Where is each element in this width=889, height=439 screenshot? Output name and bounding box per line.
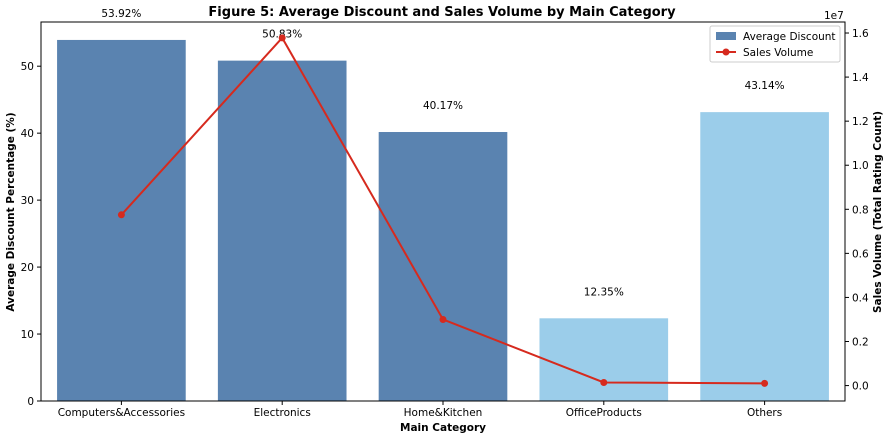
- x-tick-label-0: Computers&Accessories: [58, 407, 185, 419]
- y2-tick-label-7: 1.4: [852, 72, 869, 84]
- bar-3: [539, 318, 669, 401]
- sales-volume-point-3: [600, 378, 608, 386]
- y-tick-label-5: 50: [21, 61, 34, 73]
- bar-data-label-3: 12.35%: [584, 286, 624, 298]
- y2-tick-label-5: 1.0: [852, 160, 869, 172]
- y2-tick-label-8: 1.6: [852, 28, 869, 40]
- y2-tick-label-1: 0.2: [852, 337, 869, 349]
- sales-volume-point-1: [278, 34, 286, 42]
- y2-tick-label-6: 1.2: [852, 116, 869, 128]
- bar-0: [57, 39, 186, 401]
- y2-tick-label-4: 0.8: [852, 204, 869, 216]
- y-tick-label-0: 0: [27, 396, 34, 408]
- y-tick-label-2: 20: [21, 262, 34, 274]
- x-axis-label: Main Category: [400, 422, 486, 434]
- y-axis-right: 0.0 0.2 0.4 0.6 0.8 1.0 1.2 1.4 1.6: [845, 28, 869, 393]
- chart-title: Figure 5: Average Discount and Sales Vol…: [208, 5, 676, 20]
- y2-tick-label-0: 0.0: [852, 381, 869, 393]
- x-tick-label-3: OfficeProducts: [566, 407, 642, 419]
- bar-series-average-discount: [57, 39, 829, 402]
- sales-volume-point-4: [761, 379, 769, 387]
- line-series-sales-volume: [117, 34, 769, 387]
- bar-1: [217, 60, 347, 402]
- bar-2: [378, 132, 508, 401]
- bar-data-label-2: 40.17%: [423, 100, 463, 112]
- y-axis-label: Average Discount Percentage (%): [5, 112, 17, 311]
- legend-box: [709, 25, 841, 63]
- y-axis-left: 0 10 20 30 40 50: [21, 61, 41, 408]
- y2-offset-label: 1e7: [824, 10, 844, 22]
- x-tick-label-1: Electronics: [254, 407, 311, 419]
- sales-volume-point-0: [117, 211, 125, 219]
- y-tick-label-4: 40: [21, 128, 34, 140]
- legend-swatch-average-discount: [716, 32, 736, 40]
- x-tick-label-4: Others: [747, 407, 782, 419]
- y2-tick-label-2: 0.4: [852, 292, 869, 304]
- legend-label-average-discount: Average Discount: [743, 31, 836, 43]
- sales-volume-point-2: [439, 315, 447, 323]
- y2-tick-label-3: 0.6: [852, 248, 869, 260]
- x-axis: Computers&Accessories Electronics Home&Kit…: [58, 401, 782, 419]
- legend-label-sales-volume: Sales Volume: [743, 47, 813, 59]
- bar-data-labels: 53.92%50.83%40.17%12.35%43.14%: [101, 8, 784, 298]
- y-tick-label-3: 30: [21, 195, 34, 207]
- legend-marker-sales-volume: [722, 48, 730, 56]
- y-tick-label-1: 10: [21, 329, 34, 341]
- bar-4: [700, 112, 829, 401]
- bar-data-label-0: 53.92%: [101, 8, 141, 20]
- x-tick-label-2: Home&Kitchen: [404, 407, 483, 419]
- bar-data-label-4: 43.14%: [745, 80, 785, 92]
- legend: Average Discount Sales Volume: [709, 25, 841, 63]
- y2-axis-label: Sales Volume (Total Rating Count): [872, 111, 884, 313]
